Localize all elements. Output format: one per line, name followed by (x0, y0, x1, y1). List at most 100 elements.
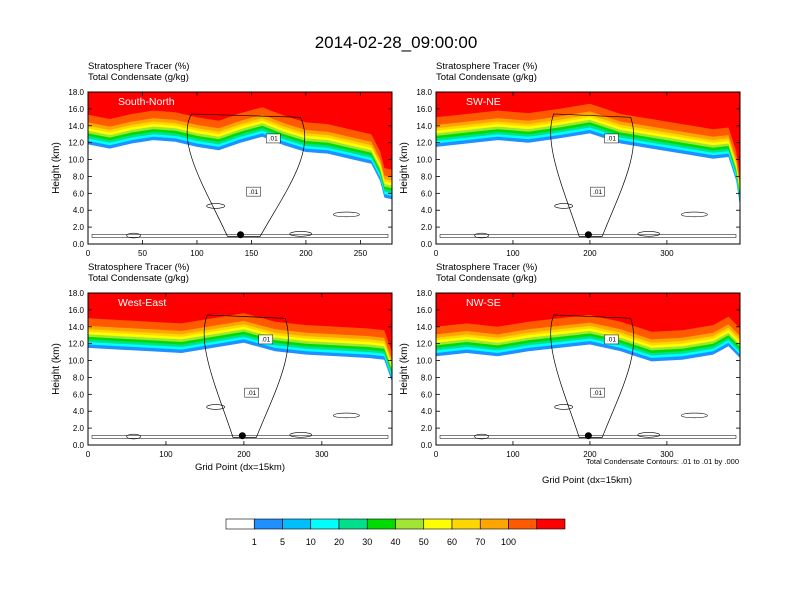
y-tick-label: 0.0 (73, 441, 85, 450)
colorbar-label: 50 (419, 537, 429, 547)
contour-label: .01 (590, 186, 605, 197)
condensate-contour (554, 203, 573, 209)
colorbar-box (253, 518, 283, 530)
tracer-band (436, 293, 740, 332)
condensate-contour (126, 433, 141, 440)
svg-text:.01: .01 (607, 136, 616, 143)
condensate-contour (554, 404, 573, 410)
colorbar-label: 70 (475, 537, 485, 547)
y-tick-label: 6.0 (421, 189, 433, 198)
y-tick-label: 10.0 (68, 156, 84, 165)
svg-text:.01: .01 (247, 390, 256, 397)
y-tick-label: 6.0 (421, 390, 433, 399)
condensate-contour (289, 432, 313, 438)
y-tick-label: 2.0 (421, 223, 433, 232)
y-tick-label: 8.0 (421, 172, 433, 181)
x-tick-label: 200 (583, 450, 597, 459)
location-marker (584, 231, 592, 239)
main-title: 2014-02-28_09:00:00 (315, 33, 478, 52)
plot-area: .01 .01 (436, 293, 740, 445)
y-tick-label: 16.0 (68, 306, 84, 315)
header-tracer: Stratosphere Tracer (%) (436, 262, 537, 273)
plot-area: .01 .01 (88, 92, 392, 244)
panel-name: South-North (118, 96, 175, 108)
condensate-contour (681, 412, 708, 419)
y-tick-label: 2.0 (421, 424, 433, 433)
x-tick-label: 50 (138, 249, 147, 258)
y-tick-label: 4.0 (421, 206, 433, 215)
y-tick-label: 18.0 (68, 289, 84, 298)
condensate-contour (289, 231, 313, 237)
y-tick-label: 0.0 (73, 240, 85, 249)
y-tick-label: 2.0 (73, 223, 85, 232)
panel-west-east: .01 .01 West-East Stratosphere Tracer (%)To… (51, 262, 393, 459)
plot-area: .01 .01 (88, 293, 392, 445)
y-tick-label: 14.0 (416, 122, 432, 131)
y-tick-label: 0.0 (421, 441, 433, 450)
contour-label: .01 (258, 334, 273, 345)
condensate-contour (126, 232, 141, 239)
y-tick-label: 14.0 (416, 323, 432, 332)
y-tick-label: 18.0 (416, 289, 432, 298)
colorbar-label: 40 (390, 537, 400, 547)
x-tick-label: 0 (434, 249, 439, 258)
y-tick-label: 6.0 (73, 390, 85, 399)
y-tick-label: 14.0 (68, 323, 84, 332)
panel-nw-se: .01 .01 NW-SE Stratosphere Tracer (%)Total … (399, 262, 741, 459)
colorbar-label: 60 (447, 537, 457, 547)
panel-name: NW-SE (466, 297, 501, 309)
x-axis-label-right: Grid Point (dx=15km) (542, 475, 632, 486)
svg-text:.01: .01 (607, 337, 616, 344)
header-condensate: Total Condensate (g/kg) (436, 72, 537, 83)
tracer-band (88, 293, 392, 353)
location-marker (237, 231, 245, 239)
x-tick-label: 100 (159, 450, 173, 459)
colorbar-label: 1 (252, 537, 257, 547)
condensate-contour (474, 232, 489, 239)
x-tick-label: 100 (190, 249, 204, 258)
x-axis-label-left: Grid Point (dx=15km) (195, 462, 285, 473)
contour-note: Total Condensate Contours: .01 to .01 by… (586, 457, 739, 466)
y-tick-label: 16.0 (68, 105, 84, 114)
colorbar-box (366, 518, 396, 530)
colorbar: 1 5 10 20 30 40 50 60 70 100 (225, 518, 566, 547)
colorbar-label: 100 (501, 537, 516, 547)
y-tick-label: 2.0 (73, 424, 85, 433)
condensate-contour (681, 211, 708, 218)
condensate-contour (203, 314, 289, 438)
plot-frame (87, 292, 393, 446)
colorbar-box (536, 518, 566, 530)
colorbar-label: 20 (334, 537, 344, 547)
condensate-contour (550, 314, 635, 438)
colorbar-box (451, 518, 481, 530)
x-tick-label: 200 (583, 249, 597, 258)
location-marker (238, 432, 246, 440)
y-tick-label: 10.0 (68, 357, 84, 366)
x-tick-label: 200 (299, 249, 313, 258)
plot-frame (435, 91, 741, 245)
header-condensate: Total Condensate (g/kg) (436, 273, 537, 284)
svg-text:.01: .01 (249, 189, 258, 196)
y-tick-label: 12.0 (68, 340, 84, 349)
y-tick-label: 16.0 (416, 306, 432, 315)
colorbar-box (508, 518, 538, 530)
y-axis-label: Height (km) (51, 343, 62, 395)
colorbar-box (225, 518, 255, 530)
y-tick-label: 12.0 (416, 139, 432, 148)
y-tick-label: 4.0 (73, 407, 85, 416)
x-tick-label: 0 (434, 450, 439, 459)
panel-sw-ne: .01 .01 SW-NE Stratosphere Tracer (%)Total … (399, 61, 741, 258)
y-tick-label: 12.0 (68, 139, 84, 148)
colorbar-label: 5 (280, 537, 285, 547)
x-tick-label: 150 (245, 249, 259, 258)
y-tick-label: 4.0 (421, 407, 433, 416)
y-tick-label: 12.0 (416, 340, 432, 349)
contour-label: .01 (265, 133, 281, 144)
contour-label: .01 (244, 387, 259, 398)
header-tracer: Stratosphere Tracer (%) (436, 61, 537, 72)
svg-text:.01: .01 (261, 337, 270, 344)
header-tracer: Stratosphere Tracer (%) (88, 61, 189, 72)
y-axis-label: Height (km) (399, 343, 410, 395)
svg-text:.01: .01 (593, 189, 602, 196)
